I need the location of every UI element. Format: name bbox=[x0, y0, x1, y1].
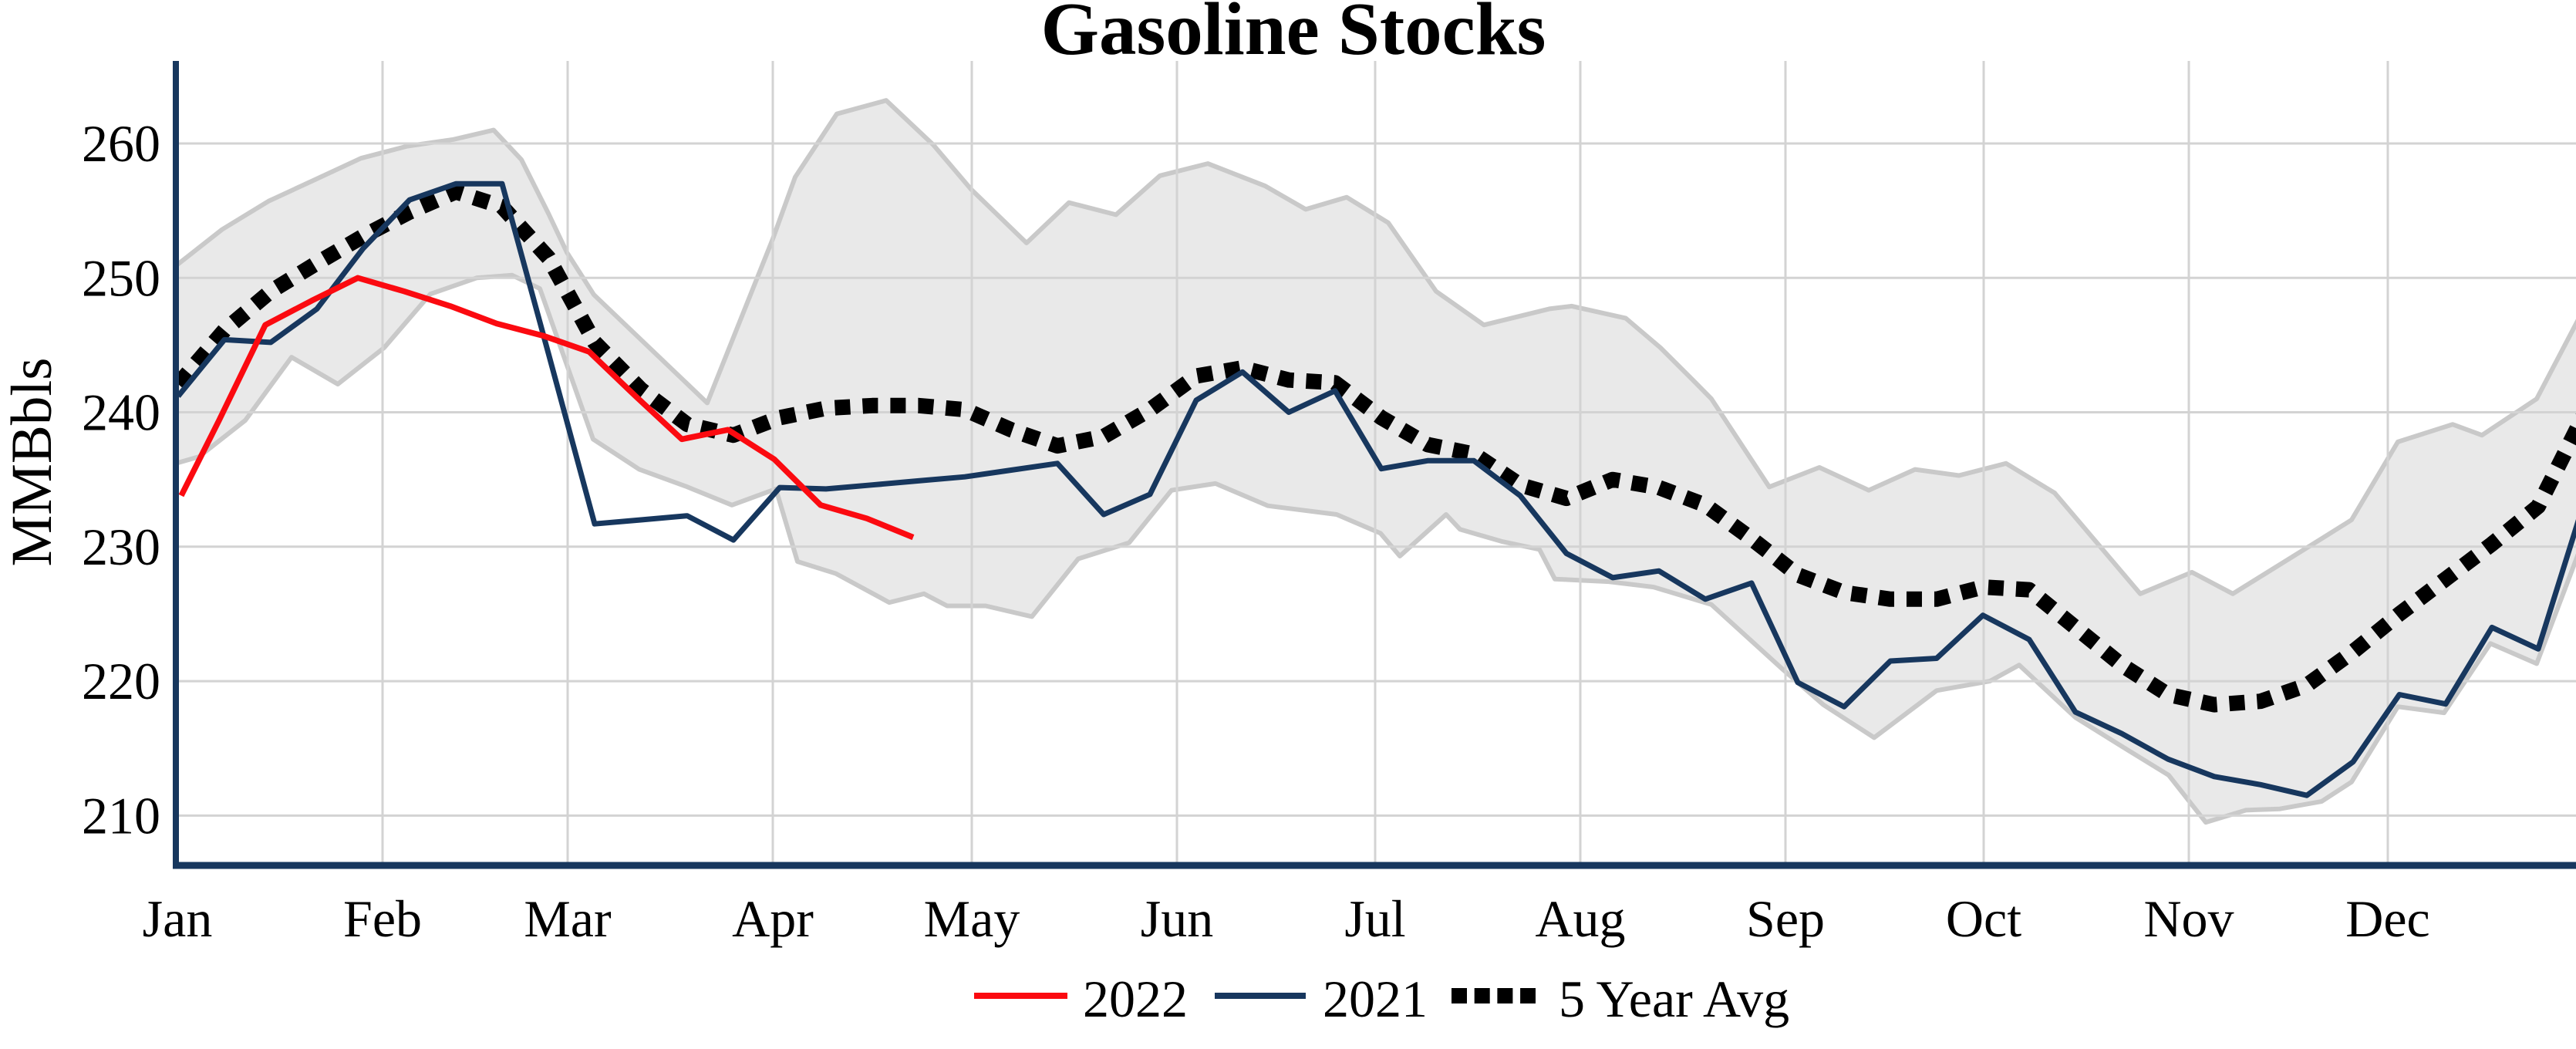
svg-text:250: 250 bbox=[82, 248, 160, 307]
svg-text:Jun: Jun bbox=[1141, 889, 1213, 948]
svg-text:May: May bbox=[924, 889, 1020, 948]
svg-text:2022: 2022 bbox=[1083, 970, 1188, 1028]
svg-text:Gasoline Stocks: Gasoline Stocks bbox=[1041, 0, 1546, 70]
svg-text:230: 230 bbox=[82, 518, 160, 576]
svg-text:Apr: Apr bbox=[732, 889, 814, 948]
svg-text:240: 240 bbox=[82, 383, 160, 442]
svg-text:260: 260 bbox=[82, 114, 160, 173]
svg-text:Jul: Jul bbox=[1344, 889, 1405, 948]
svg-text:Dec: Dec bbox=[2345, 889, 2429, 948]
svg-text:220: 220 bbox=[82, 652, 160, 710]
svg-text:Aug: Aug bbox=[1535, 889, 1625, 948]
svg-text:MMBbls: MMBbls bbox=[0, 358, 64, 567]
svg-text:Mar: Mar bbox=[524, 889, 612, 948]
svg-text:Jan: Jan bbox=[143, 889, 213, 948]
svg-text:2021: 2021 bbox=[1323, 970, 1428, 1028]
svg-text:Feb: Feb bbox=[343, 889, 422, 948]
svg-text:210: 210 bbox=[82, 786, 160, 845]
svg-text:Nov: Nov bbox=[2143, 889, 2234, 948]
svg-text:Oct: Oct bbox=[1946, 889, 2021, 948]
svg-text:Sep: Sep bbox=[1746, 889, 1825, 948]
svg-text:5 Year Avg: 5 Year Avg bbox=[1559, 970, 1789, 1028]
